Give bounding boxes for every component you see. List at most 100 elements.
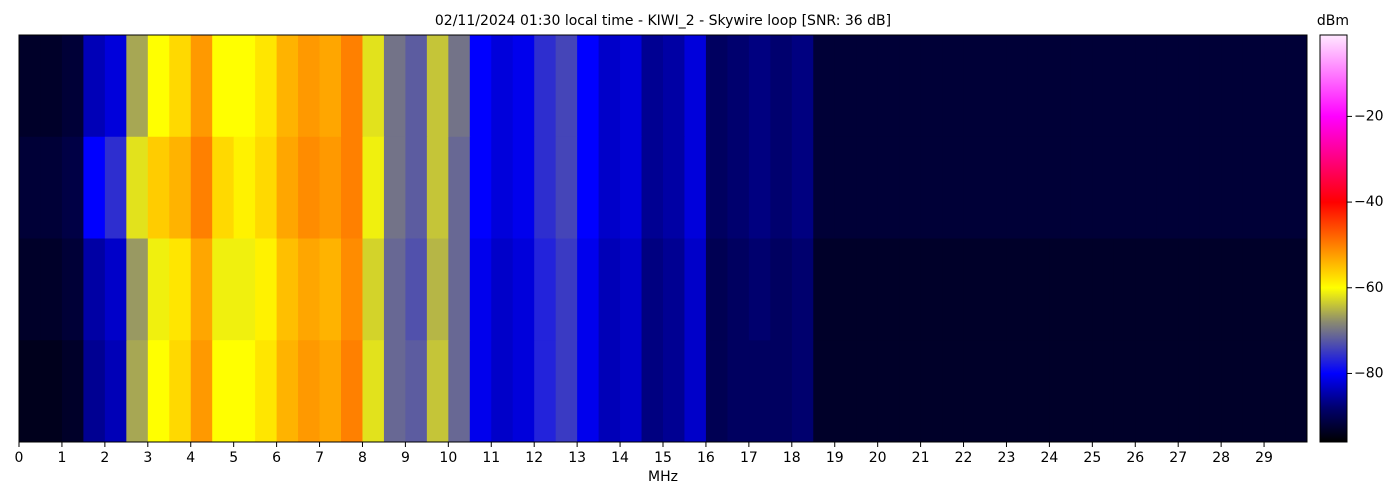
heatmap-cell bbox=[1113, 340, 1136, 443]
heatmap-cell bbox=[663, 340, 685, 443]
heatmap-cell bbox=[963, 35, 986, 138]
heatmap-cell bbox=[19, 238, 41, 341]
heatmap-cell bbox=[233, 340, 256, 443]
x-tick-label: 25 bbox=[1083, 450, 1101, 466]
heatmap-cell bbox=[1156, 136, 1179, 239]
heatmap-cell bbox=[942, 340, 965, 443]
heatmap-cell bbox=[856, 238, 879, 341]
heatmap-cell bbox=[1027, 238, 1050, 341]
heatmap-cell bbox=[963, 340, 986, 443]
heatmap-cell bbox=[663, 136, 685, 239]
heatmap-cell bbox=[19, 35, 41, 138]
heatmap-cell bbox=[126, 136, 149, 239]
x-tick-label: 12 bbox=[525, 450, 543, 466]
heatmap-cell bbox=[83, 35, 106, 138]
heatmap-cell bbox=[147, 238, 170, 341]
heatmap-cell bbox=[920, 136, 943, 239]
heatmap-cell bbox=[362, 340, 385, 443]
heatmap-cell bbox=[276, 136, 299, 239]
heatmap-cell bbox=[641, 136, 664, 239]
x-tick-label: 11 bbox=[482, 450, 500, 466]
x-tick-label: 17 bbox=[740, 450, 758, 466]
heatmap-cell bbox=[748, 340, 771, 443]
heatmap-cell bbox=[534, 35, 557, 138]
heatmap-cell bbox=[255, 35, 278, 138]
heatmap-cell bbox=[1135, 35, 1158, 138]
heatmap-cell bbox=[512, 136, 535, 239]
heatmap-cell bbox=[426, 35, 449, 138]
heatmap-cell bbox=[555, 238, 578, 341]
heatmap-cell bbox=[813, 35, 836, 138]
heatmap-cell bbox=[1199, 136, 1222, 239]
chart-title: 02/11/2024 01:30 local time - KIWI_2 - S… bbox=[435, 13, 891, 29]
heatmap-cell bbox=[856, 136, 879, 239]
heatmap-cell bbox=[512, 340, 535, 443]
heatmap-cell bbox=[791, 35, 814, 138]
heatmap-cell bbox=[319, 136, 342, 239]
heatmap-cell bbox=[1070, 238, 1093, 341]
heatmap-cell bbox=[491, 238, 514, 341]
heatmap-cell bbox=[663, 35, 685, 138]
heatmap-cell bbox=[448, 35, 471, 138]
heatmap-cell bbox=[405, 35, 428, 138]
heatmap-cell bbox=[1070, 340, 1093, 443]
heatmap-cell bbox=[40, 35, 63, 138]
heatmap-cell bbox=[834, 340, 857, 443]
heatmap-cell bbox=[83, 136, 106, 239]
heatmap-cell bbox=[598, 238, 621, 341]
heatmap-cell bbox=[877, 238, 900, 341]
heatmap-cell bbox=[383, 340, 406, 443]
heatmap-cell bbox=[298, 238, 321, 341]
x-tick-label: 28 bbox=[1212, 450, 1230, 466]
heatmap-cell bbox=[1049, 136, 1072, 239]
heatmap-cell bbox=[598, 136, 621, 239]
heatmap-cell bbox=[705, 136, 728, 239]
heatmap-cell bbox=[319, 238, 342, 341]
heatmap-cell bbox=[942, 238, 965, 341]
heatmap-cell bbox=[212, 136, 235, 239]
colorbar-label: dBm bbox=[1317, 13, 1349, 29]
heatmap-cell bbox=[684, 35, 707, 138]
x-tick-label: 16 bbox=[697, 450, 715, 466]
heatmap-cell bbox=[40, 136, 63, 239]
x-tick-label: 5 bbox=[229, 450, 238, 466]
heatmap-cell bbox=[212, 238, 235, 341]
heatmap-cell bbox=[40, 238, 63, 341]
heatmap-cell bbox=[727, 340, 750, 443]
heatmap-cell bbox=[1006, 35, 1029, 138]
heatmap-cell bbox=[641, 35, 664, 138]
heatmap-cell bbox=[233, 35, 256, 138]
heatmap-cell bbox=[877, 35, 900, 138]
heatmap-cell bbox=[620, 136, 643, 239]
colorbar-tick-label: −40 bbox=[1354, 194, 1384, 210]
heatmap-cell bbox=[856, 35, 879, 138]
heatmap-cell bbox=[1285, 238, 1308, 341]
heatmap-cell bbox=[963, 136, 986, 239]
heatmap-cell bbox=[341, 136, 363, 239]
heatmap-cell bbox=[899, 238, 922, 341]
x-tick-label: 3 bbox=[143, 450, 152, 466]
heatmap-cell bbox=[1156, 238, 1179, 341]
heatmap-cell bbox=[1156, 35, 1179, 138]
heatmap-cell bbox=[61, 340, 84, 443]
heatmap-cell bbox=[920, 238, 943, 341]
heatmap-cell bbox=[276, 340, 299, 443]
heatmap-cell bbox=[212, 35, 235, 138]
x-tick-label: 8 bbox=[358, 450, 367, 466]
heatmap-cell bbox=[255, 340, 278, 443]
heatmap-cell bbox=[791, 238, 814, 341]
heatmap-cell bbox=[985, 136, 1007, 239]
heatmap-cell bbox=[1178, 35, 1201, 138]
heatmap-cell bbox=[491, 340, 514, 443]
heatmap-cell bbox=[1221, 238, 1244, 341]
heatmap-cell bbox=[405, 238, 428, 341]
heatmap-cell bbox=[598, 340, 621, 443]
x-tick-label: 10 bbox=[439, 450, 457, 466]
heatmap-cell bbox=[61, 238, 84, 341]
heatmap-cell bbox=[298, 136, 321, 239]
heatmap-cell bbox=[383, 238, 406, 341]
heatmap-cell bbox=[834, 35, 857, 138]
heatmap-cell bbox=[19, 340, 41, 443]
heatmap-cell bbox=[1199, 238, 1222, 341]
heatmap-cell bbox=[383, 136, 406, 239]
